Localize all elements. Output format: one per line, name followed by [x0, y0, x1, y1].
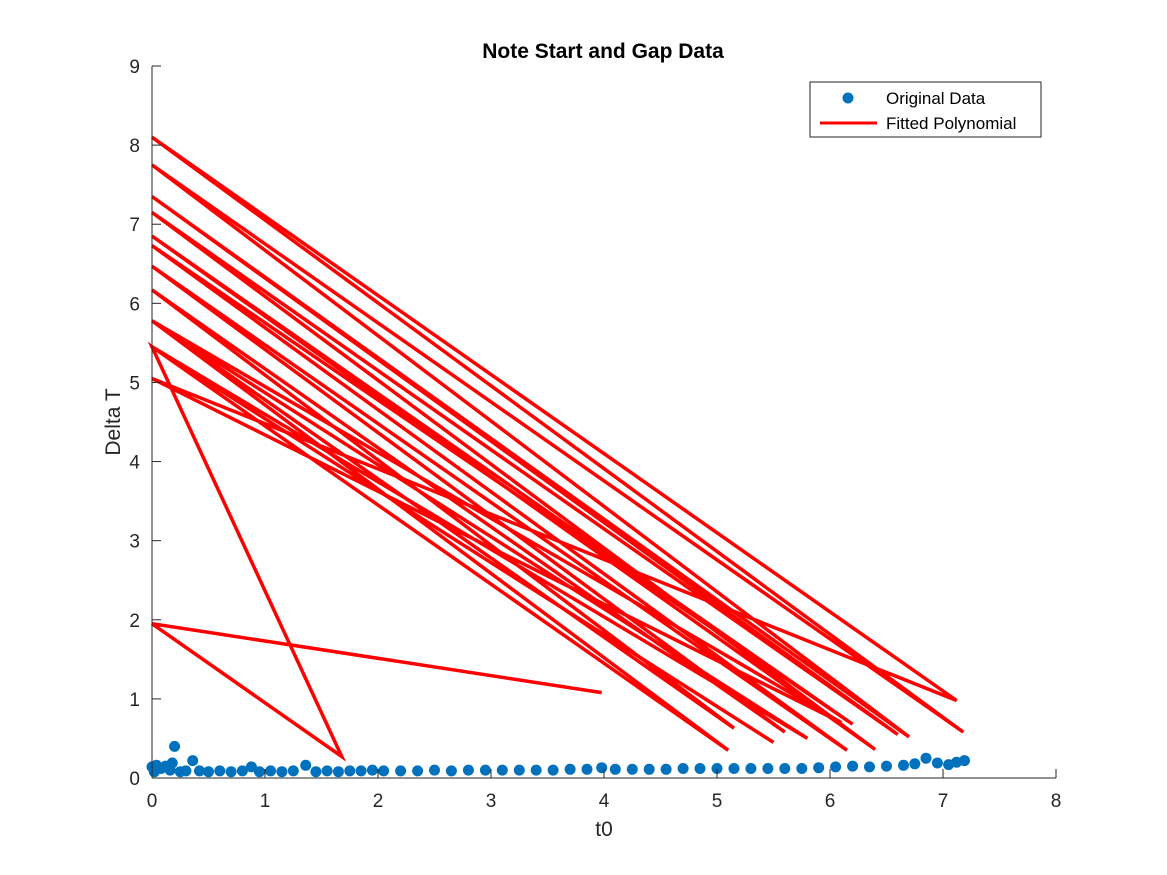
y-tick-label: 5 — [129, 373, 140, 394]
y-tick-label: 3 — [129, 532, 140, 553]
data-point — [581, 763, 593, 775]
x-tick-label: 0 — [147, 791, 158, 812]
data-point — [344, 765, 356, 777]
data-point — [677, 763, 689, 774]
data-point — [245, 761, 257, 773]
y-tick-label: 4 — [129, 453, 140, 474]
data-point — [564, 763, 576, 775]
data-point — [225, 766, 237, 778]
data-point — [332, 766, 344, 778]
data-point — [187, 755, 199, 767]
x-tick-label: 2 — [373, 791, 384, 812]
data-point — [959, 755, 970, 767]
data-point — [203, 766, 214, 778]
data-point — [547, 764, 559, 776]
data-point — [909, 758, 921, 770]
data-point — [310, 766, 322, 778]
legend-box — [809, 81, 1042, 138]
data-point — [479, 764, 491, 776]
data-point — [462, 764, 474, 776]
data-point — [626, 763, 638, 775]
data-point — [660, 763, 672, 775]
data-point — [378, 765, 390, 777]
legend-marker-original — [842, 92, 854, 104]
data-point — [287, 765, 299, 777]
data-point — [513, 764, 525, 776]
data-point — [445, 765, 457, 777]
x-tick-label: 1 — [260, 791, 271, 812]
legend-label-fitted: Fitted Polynomial — [886, 114, 1016, 133]
data-point — [412, 765, 424, 777]
data-point — [194, 765, 205, 777]
data-point — [169, 740, 181, 752]
data-point — [796, 763, 808, 774]
data-point — [300, 759, 312, 771]
data-point — [694, 763, 706, 774]
data-point — [643, 763, 655, 775]
x-tick-label: 4 — [599, 791, 610, 812]
data-point — [253, 766, 265, 778]
data-point — [830, 761, 842, 773]
data-point — [166, 757, 178, 769]
fitted-series — [147, 135, 965, 762]
data-point — [847, 760, 859, 772]
y-tick-label: 0 — [129, 769, 140, 790]
x-ticks: 0 1 2 3 4 5 6 7 8 — [147, 769, 1062, 812]
x-axis-label: t0 — [595, 818, 613, 841]
y-tick-label: 1 — [129, 690, 140, 711]
data-point — [366, 764, 378, 776]
data-point — [236, 765, 248, 777]
data-point — [779, 763, 791, 774]
y-tick-label: 2 — [129, 611, 140, 632]
data-point — [321, 765, 333, 777]
y-ticks: 0 1 2 3 4 5 6 7 8 9 — [129, 57, 161, 790]
data-point — [864, 761, 875, 773]
x-tick-label: 3 — [486, 791, 497, 812]
data-point — [920, 752, 932, 764]
data-point — [265, 765, 277, 777]
y-tick-label: 9 — [129, 57, 140, 78]
plot-area — [146, 135, 970, 778]
legend: Original Data Fitted Polynomial — [809, 81, 1042, 138]
fitted-polynomial-line — [147, 135, 965, 762]
data-point — [762, 763, 774, 774]
data-point — [931, 757, 943, 769]
axes: 0 1 2 3 4 5 6 7 8 0 1 2 3 4 5 6 7 8 9 — [129, 57, 1061, 812]
x-tick-label: 7 — [938, 791, 949, 812]
data-point — [355, 765, 367, 777]
data-point — [214, 765, 226, 777]
x-tick-label: 6 — [825, 791, 836, 812]
y-tick-label: 8 — [129, 136, 140, 157]
data-point — [180, 765, 192, 777]
y-tick-label: 7 — [129, 215, 140, 236]
data-point — [496, 764, 508, 776]
legend-label-original: Original Data — [886, 89, 986, 108]
data-point — [609, 763, 621, 775]
x-tick-label: 5 — [712, 791, 723, 812]
data-point — [596, 762, 608, 774]
data-point — [276, 766, 288, 778]
data-point — [711, 763, 723, 774]
original-series — [146, 740, 970, 778]
data-point — [429, 764, 440, 776]
data-point — [881, 760, 892, 772]
data-point — [530, 764, 542, 776]
data-point — [395, 765, 407, 777]
y-axis-label: Delta T — [102, 388, 125, 455]
chart-title: Note Start and Gap Data — [482, 40, 724, 63]
data-point — [728, 763, 740, 774]
data-point — [898, 759, 909, 771]
y-tick-label: 6 — [129, 294, 140, 315]
data-point — [745, 763, 757, 774]
data-point — [813, 762, 825, 774]
x-tick-label: 8 — [1051, 791, 1062, 812]
